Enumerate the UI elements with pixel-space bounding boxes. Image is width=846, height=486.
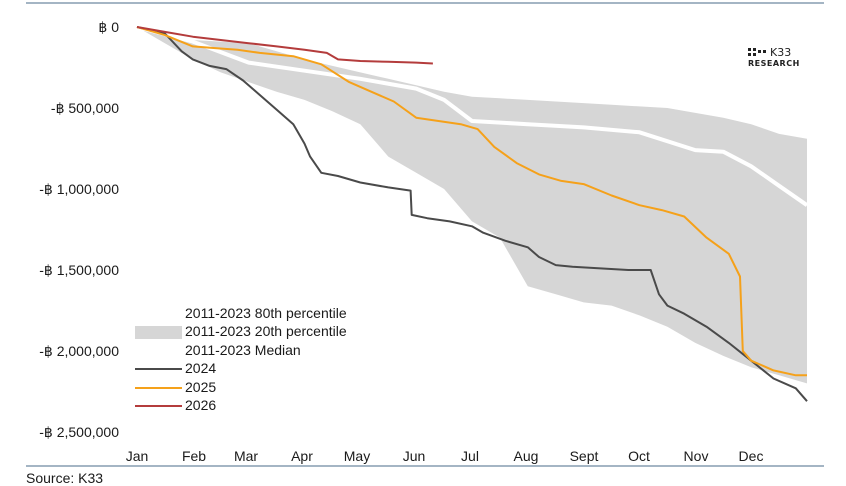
logo-sub-text: RESEARCH	[748, 59, 800, 68]
series-layer	[136, 25, 809, 402]
logo-main-text: K33	[770, 46, 791, 59]
x-tick-label: Mar	[234, 448, 258, 464]
legend-swatch-band	[135, 326, 182, 339]
k33-logo: K33 RESEARCH	[748, 46, 800, 68]
x-tick-label: Jan	[126, 448, 149, 464]
x-tick-label: Apr	[291, 448, 313, 464]
x-axis-ticks: Jan Feb Mar Apr May Jun Jul Aug Sept Oct Nov Dec	[126, 448, 764, 464]
y-tick-label: -฿ 2,500,000	[39, 424, 119, 440]
x-tick-label: Aug	[514, 448, 539, 464]
legend-entry-label: 2024	[185, 360, 216, 376]
x-tick-label: Feb	[182, 448, 206, 464]
x-tick-label: Oct	[628, 448, 650, 464]
percentile-band	[137, 27, 807, 384]
x-tick-label: Sept	[570, 448, 599, 464]
legend-entry-label: 2011-2023 20th percentile	[185, 323, 347, 339]
x-tick-label: Nov	[684, 448, 709, 464]
legend-entry-label: 2011-2023 Median	[185, 342, 301, 358]
x-tick-label: Dec	[739, 448, 764, 464]
x-tick-label: May	[344, 448, 370, 464]
x-tick-label: Jul	[461, 448, 479, 464]
logo-mark-icon	[748, 48, 766, 56]
y-tick-label: ฿ 0	[98, 19, 119, 35]
y-tick-label: -฿ 2,000,000	[39, 343, 119, 359]
y-tick-label: -฿ 500,000	[51, 100, 119, 116]
series-line-2026	[136, 26, 433, 65]
y-axis-ticks: ฿ 0 -฿ 500,000 -฿ 1,000,000 -฿ 1,500,000 -฿ …	[39, 19, 119, 440]
legend-entry-label: 2026	[185, 397, 216, 413]
x-tick-label: Jun	[403, 448, 426, 464]
legend-entry-label: 2011-2023 80th percentile	[185, 305, 347, 321]
source-note: Source: K33	[26, 470, 104, 486]
y-tick-label: -฿ 1,500,000	[39, 262, 119, 278]
series-line-2024	[136, 26, 808, 402]
legend: 2011-2023 80th percentile 2011-2023 20th …	[135, 305, 347, 413]
percentile-band-layer	[137, 27, 807, 384]
series-line-2011-2023-median	[136, 25, 809, 207]
legend-entry-label: 2025	[185, 379, 216, 395]
y-tick-label: -฿ 1,000,000	[39, 181, 119, 197]
series-line-2025	[136, 26, 807, 377]
